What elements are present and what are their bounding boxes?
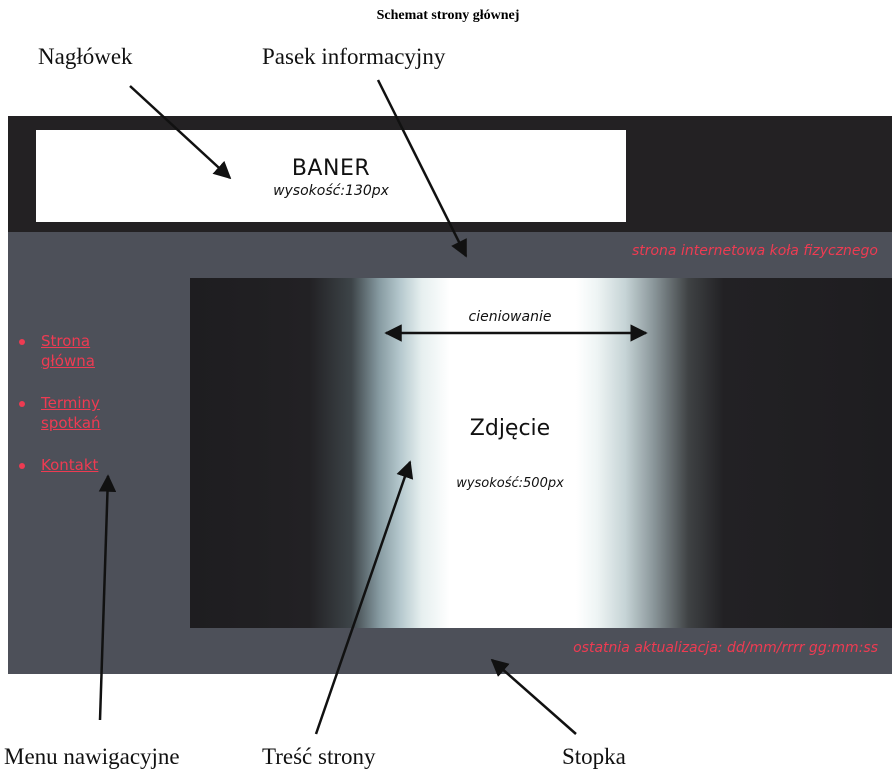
info-bar-text: strona internetowa koła fizycznego xyxy=(631,243,878,259)
nav-link-meetings[interactable]: Terminy spotkań xyxy=(41,394,101,432)
banner-box: BANER wysokość:130px xyxy=(36,130,626,222)
bullet-icon xyxy=(19,401,25,407)
photo-title: Zdjęcie xyxy=(469,416,551,441)
photo-height-note: wysokość:500px xyxy=(456,476,564,491)
shading-label: cieniowanie xyxy=(468,309,552,325)
nav-item-meetings: Terminy spotkań xyxy=(16,393,141,433)
nav-item-home: Strona główna xyxy=(16,331,141,371)
footer-text: ostatnia aktualizacja: dd/mm/rrrr gg:mm:… xyxy=(573,640,878,656)
nav-link-home[interactable]: Strona główna xyxy=(41,332,95,370)
bullet-icon xyxy=(19,339,25,345)
document-title: Schemat strony głównej xyxy=(376,8,520,23)
callout-info-bar: Pasek informacyjny xyxy=(262,44,446,69)
callout-content: Treść strony xyxy=(262,744,376,769)
bullet-icon xyxy=(19,463,25,469)
callout-nav-menu: Menu nawigacyjne xyxy=(4,744,180,769)
nav-item-contact: Kontakt xyxy=(16,455,141,475)
callout-header: Nagłówek xyxy=(38,44,133,69)
banner-height-note: wysokość:130px xyxy=(273,183,389,199)
callout-footer: Stopka xyxy=(562,744,626,769)
navigation-menu: Strona główna Terminy spotkań Kontakt xyxy=(16,331,141,497)
banner-title: BANER xyxy=(291,156,371,181)
nav-link-contact[interactable]: Kontakt xyxy=(41,456,99,474)
photo-placeholder xyxy=(190,278,892,628)
